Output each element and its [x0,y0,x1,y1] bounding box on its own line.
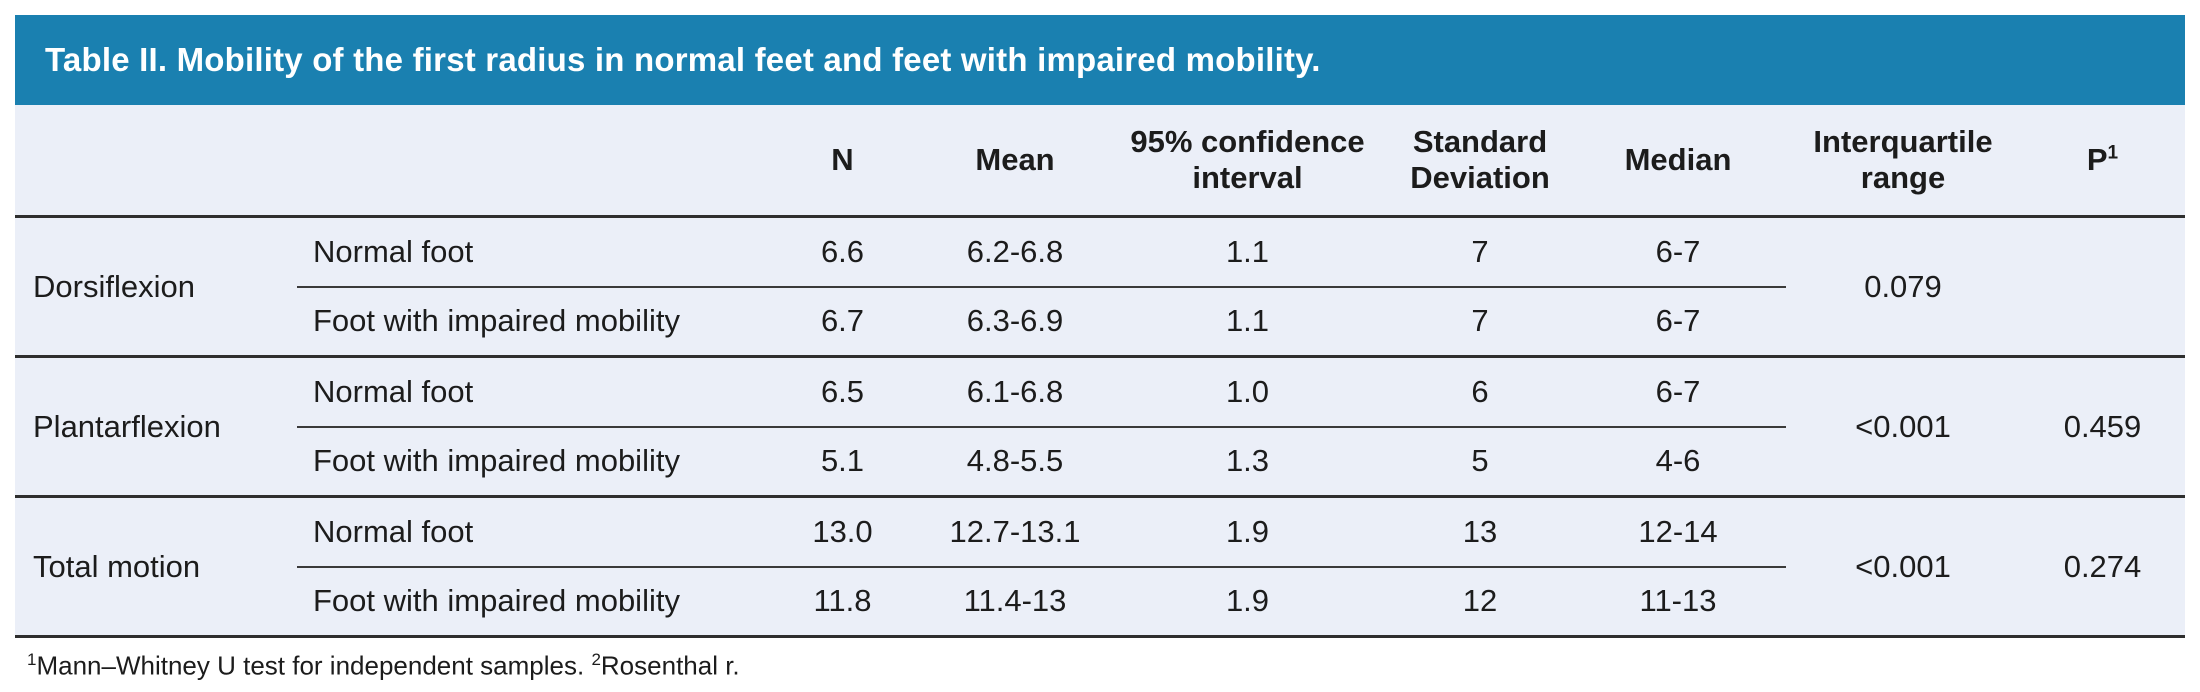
cell-n: 6.6 [760,216,925,288]
header-median: Median [1570,105,1786,218]
group-label: Plantarflexion [33,408,221,444]
cell-n: 6.5 [760,356,925,428]
row-label: Normal foot [297,356,760,428]
cell-mean: 6.3-6.9 [966,303,1064,339]
table-title: Table II. Mobility of the first radius i… [45,41,1321,78]
header-group-spacer [15,105,297,218]
header-p: P1 [2020,105,2185,218]
table-title-bar: Table II. Mobility of the first radius i… [15,15,2185,105]
cell-ci: 1.9 [1105,496,1390,568]
group-dorsiflexion: Dorsiflexion Normal foot 6.6 6.2-6.8 1.1… [15,216,2185,357]
cell-sd: 13 [1390,496,1570,568]
header-mean: Mean [925,105,1105,218]
cell-n: 11.8 [813,583,872,619]
row-label: Foot with impaired mobility [313,443,680,479]
header-sd: Standard Deviation [1390,105,1570,218]
table-row: Foot with impaired mobility 6.7 6.3-6.9 … [15,287,2185,357]
header-n: N [760,105,925,218]
cell-mean: 12.7-13.1 [925,496,1105,568]
cell-sd: 7 [1471,303,1489,339]
cell-ci: 1.9 [1225,583,1270,619]
cell-sd: 6 [1390,356,1570,428]
row-label: Foot with impaired mobility [313,583,680,619]
group-plantarflexion: Plantarflexion Normal foot 6.5 6.1-6.8 1… [15,356,2185,497]
row-label: Normal foot [297,216,760,288]
table-row: Dorsiflexion Normal foot 6.6 6.2-6.8 1.1… [15,216,2185,304]
cell-median: 6-7 [1570,216,1786,288]
cell-n: 13.0 [760,496,925,568]
table-header: N Mean 95% confidence interval Standard … [15,105,2185,218]
footnote-text-2: Rosenthal r. [600,650,740,681]
cell-median: 4-6 [1655,443,1701,479]
cell-n: 5.1 [820,443,865,479]
footnote-text-1: Mann–Whitney U test for independent samp… [36,650,592,681]
cell-p: 0.274 [2063,548,2142,584]
table-row: Plantarflexion Normal foot 6.5 6.1-6.8 1… [15,356,2185,444]
cell-sd: 12 [1462,583,1498,619]
cell-mean: 6.2-6.8 [925,216,1105,288]
cell-ci: 1.0 [1105,356,1390,428]
cell-mean: 6.1-6.8 [925,356,1105,428]
cell-median: 11-13 [1639,583,1717,619]
header-iqr: Interquartile range [1786,105,2020,218]
header-ci: 95% confidence interval [1105,105,1390,218]
cell-p: 0.459 [2063,408,2142,444]
mobility-table: N Mean 95% confidence interval Standard … [15,105,2185,638]
cell-ci: 1.3 [1225,443,1270,479]
group-total-motion: Total motion Normal foot 13.0 12.7-13.1 … [15,496,2185,637]
table-row: Foot with impaired mobility 11.8 11.4-13… [15,567,2185,637]
header-row: N Mean 95% confidence interval Standard … [15,105,2185,218]
cell-p [2020,217,2185,357]
table-row: Foot with impaired mobility 5.1 4.8-5.5 … [15,427,2185,497]
cell-ci: 1.1 [1105,216,1390,288]
footnote: 1Mann–Whitney U test for independent sam… [15,638,2185,682]
row-label: Foot with impaired mobility [313,303,680,339]
header-sub-spacer [297,105,760,218]
cell-median: 6-7 [1570,356,1786,428]
group-label: Total motion [33,548,201,584]
cell-mean: 11.4-13 [963,583,1067,619]
cell-iqr: <0.001 [1855,408,1951,444]
footnote-superscript-2: 2 [591,650,601,669]
row-label: Normal foot [297,496,760,568]
header-p-label: P [2086,142,2108,178]
cell-iqr: 0.079 [1864,268,1942,304]
cell-sd: 7 [1390,216,1570,288]
cell-median: 12-14 [1570,496,1786,568]
footnote-superscript-1: 1 [27,650,37,669]
cell-sd: 5 [1471,443,1489,479]
table-row: Total motion Normal foot 13.0 12.7-13.1 … [15,496,2185,584]
group-label: Dorsiflexion [33,268,195,304]
cell-mean: 4.8-5.5 [966,443,1064,479]
cell-median: 6-7 [1655,303,1701,339]
header-p-superscript: 1 [2107,142,2119,164]
cell-iqr: <0.001 [1855,548,1951,584]
cell-n: 6.7 [820,303,865,339]
cell-ci: 1.1 [1225,303,1270,339]
